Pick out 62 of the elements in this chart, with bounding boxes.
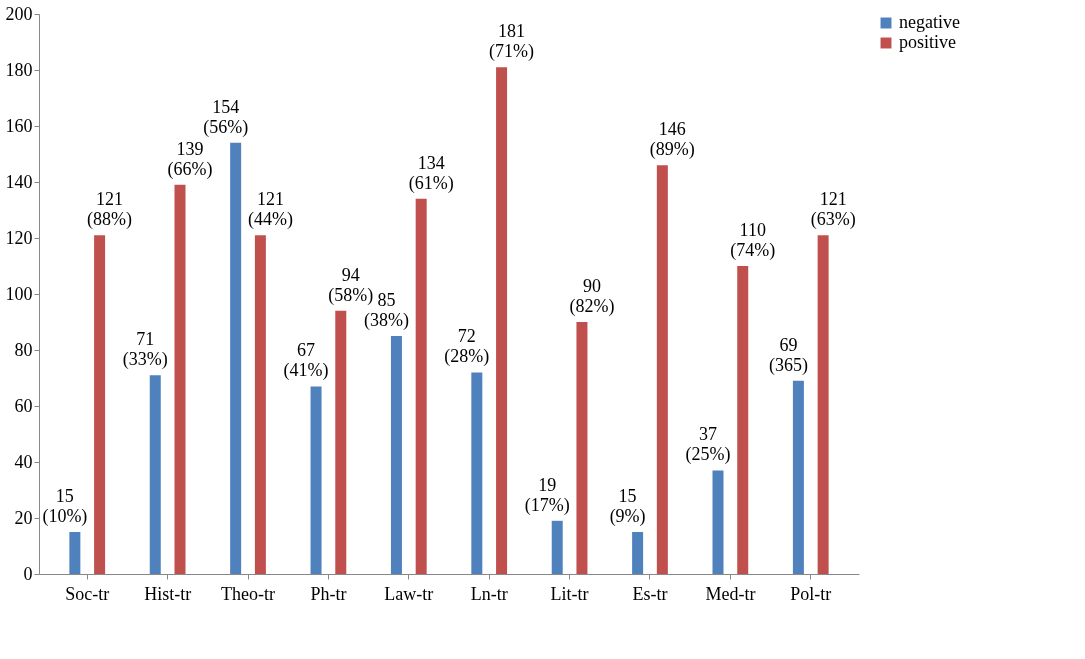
y-tick-label: 160 xyxy=(5,115,33,136)
data-label: 90 (82%) xyxy=(569,276,615,317)
legend-label: negative xyxy=(899,12,960,32)
bar xyxy=(471,372,483,574)
data-label: 121 (44%) xyxy=(247,189,293,231)
y-tick-label: 140 xyxy=(5,171,33,192)
data-label: 146 (89%) xyxy=(649,119,695,161)
data-label: 134 (61%) xyxy=(408,152,454,194)
data-label: 154 (56%) xyxy=(203,96,249,138)
bar xyxy=(230,142,242,574)
bar xyxy=(656,165,668,574)
x-tick-label: Hist-tr xyxy=(144,583,192,604)
data-label: 72 (28%) xyxy=(444,326,490,368)
bar xyxy=(310,386,322,574)
y-tick-label: 20 xyxy=(14,507,33,528)
x-tick-label: Law-tr xyxy=(384,583,434,604)
data-label: 71 (33%) xyxy=(122,329,168,371)
y-tick-label: 80 xyxy=(14,339,33,360)
bar xyxy=(254,235,266,574)
data-label: 15 (9%) xyxy=(609,486,646,527)
bar xyxy=(792,380,804,574)
bar xyxy=(737,266,749,574)
bar xyxy=(174,184,186,574)
bar xyxy=(149,375,161,574)
y-tick-label: 100 xyxy=(5,283,33,304)
x-tick-label: Soc-tr xyxy=(65,583,110,604)
y-tick-label: 0 xyxy=(23,563,33,584)
data-label: 121 (63%) xyxy=(810,189,856,231)
bar xyxy=(94,235,106,574)
bar xyxy=(335,310,347,574)
x-tick-label: Ln-tr xyxy=(470,583,508,604)
x-tick-label: Ph-tr xyxy=(310,583,347,604)
x-tick-label: Es-tr xyxy=(632,583,668,604)
data-label: 110 (74%) xyxy=(730,220,776,261)
legend-label: positive xyxy=(899,32,957,52)
y-tick-label: 60 xyxy=(14,395,33,416)
bar xyxy=(69,532,81,574)
bar xyxy=(576,322,588,574)
data-label: 139 (66%) xyxy=(167,138,213,180)
bar xyxy=(496,67,508,574)
data-label: 15 (10%) xyxy=(42,486,88,527)
bar xyxy=(632,532,644,574)
x-tick-label: Pol-tr xyxy=(790,583,832,604)
bar xyxy=(712,470,724,574)
data-label: 94 (58%) xyxy=(328,264,374,306)
bar xyxy=(817,235,829,574)
bar xyxy=(551,520,563,574)
data-label: 181 (71%) xyxy=(489,21,535,63)
x-tick-label: Lit-tr xyxy=(550,583,589,604)
data-label: 19 (17%) xyxy=(524,474,570,516)
x-tick-label: Med-tr xyxy=(705,583,756,604)
y-tick-label: 180 xyxy=(5,59,33,80)
bar xyxy=(415,198,427,574)
data-label: 121 (88%) xyxy=(87,189,133,231)
data-label: 69 (365) xyxy=(768,334,808,376)
bar xyxy=(390,336,402,574)
x-tick-label: Theo-tr xyxy=(221,583,276,604)
data-label: 67 (41%) xyxy=(283,340,329,382)
y-tick-label: 120 xyxy=(5,227,33,248)
data-label: 37 (25%) xyxy=(685,424,731,466)
y-tick-label: 200 xyxy=(5,3,33,24)
y-tick-label: 40 xyxy=(14,451,33,472)
